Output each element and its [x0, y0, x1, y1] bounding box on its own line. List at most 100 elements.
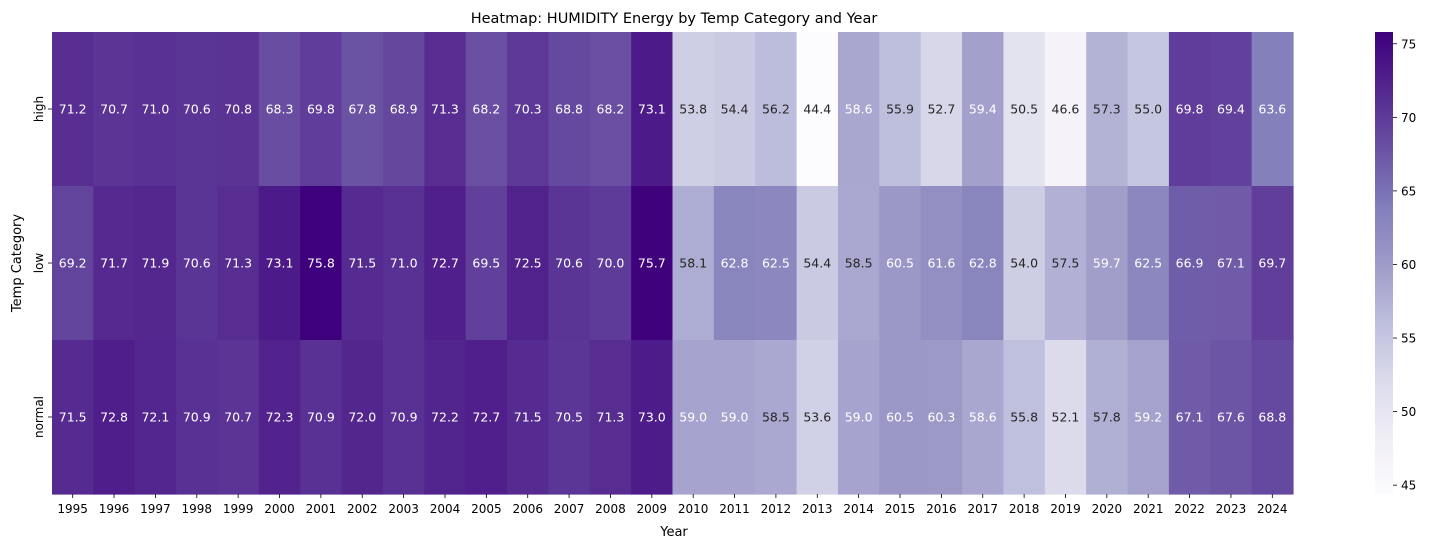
- x-tick-label: 2007: [554, 502, 585, 516]
- cell-value-label: 72.7: [472, 410, 500, 425]
- cell-value-label: 71.3: [597, 410, 625, 425]
- heatmap-cell-high-1997: [134, 32, 177, 187]
- cell-value-label: 71.3: [224, 256, 252, 271]
- heatmap-cell-high-2020: [1086, 32, 1129, 187]
- cell-value-label: 57.5: [1052, 256, 1080, 271]
- x-axis-label: Year: [659, 525, 688, 540]
- heatmap-cell-low-2006: [507, 186, 549, 341]
- cell-value-label: 58.6: [969, 410, 997, 425]
- cell-value-label: 70.5: [555, 410, 583, 425]
- cell-value-label: 53.6: [803, 410, 831, 425]
- heatmap-cell-high-1998: [176, 32, 219, 187]
- colorbar-tick-label: 50: [1401, 405, 1416, 419]
- cell-value-label: 71.0: [390, 256, 418, 271]
- cell-value-label: 73.1: [266, 256, 294, 271]
- cell-value-label: 58.5: [762, 410, 790, 425]
- cell-value-label: 66.9: [1176, 256, 1204, 271]
- cell-value-label: 67.6: [1217, 410, 1245, 425]
- heatmap-cell-normal-2022: [1168, 340, 1211, 495]
- cell-value-label: 59.0: [679, 410, 707, 425]
- heatmap-cell-normal-2011: [713, 340, 756, 495]
- colorbar-tick-label: 45: [1401, 479, 1416, 493]
- cell-value-label: 67.1: [1176, 410, 1204, 425]
- heatmap-cell-high-2012: [755, 32, 798, 187]
- colorbar-tick-label: 55: [1401, 332, 1416, 346]
- heatmap-cell-normal-2002: [341, 340, 384, 495]
- cell-value-label: 70.0: [597, 256, 625, 271]
- cell-value-label: 60.5: [886, 410, 914, 425]
- x-tick-label: 2024: [1257, 502, 1288, 516]
- heatmap-cell-high-1995: [52, 32, 94, 187]
- cell-value-label: 73.0: [638, 410, 666, 425]
- x-tick-label: 2006: [512, 502, 543, 516]
- heatmap-cell-high-2002: [341, 32, 384, 187]
- heatmap-cell-low-2022: [1168, 186, 1211, 341]
- heatmap-cell-low-2011: [713, 186, 756, 341]
- cell-value-label: 69.8: [307, 102, 335, 117]
- x-tick-label: 2009: [637, 502, 668, 516]
- cell-value-label: 63.6: [1258, 102, 1286, 117]
- cell-value-label: 59.0: [721, 410, 749, 425]
- heatmap-cell-normal-2017: [962, 340, 1005, 495]
- cell-value-label: 61.6: [927, 256, 955, 271]
- x-tick-label: 2016: [926, 502, 957, 516]
- heatmap-cell-high-1999: [217, 32, 260, 187]
- heatmap-cell-low-2021: [1127, 186, 1170, 341]
- cell-value-label: 70.9: [307, 410, 335, 425]
- heatmap-cell-normal-2024: [1251, 340, 1294, 495]
- heatmap-cell-low-2023: [1210, 186, 1253, 341]
- x-tick-label: 2011: [719, 502, 750, 516]
- x-tick-label: 2005: [471, 502, 502, 516]
- x-tick-label: 2008: [595, 502, 626, 516]
- heatmap-cell-low-1998: [176, 186, 219, 341]
- cell-value-label: 62.5: [1134, 256, 1162, 271]
- heatmap-cell-normal-1999: [217, 340, 260, 495]
- cell-value-label: 68.8: [555, 102, 583, 117]
- heatmap-cell-normal-2010: [672, 340, 715, 495]
- heatmap-cell-normal-2006: [507, 340, 549, 495]
- heatmap-cell-low-1996: [93, 186, 136, 341]
- heatmap-cell-normal-2009: [631, 340, 674, 495]
- x-tick-label: 1999: [223, 502, 254, 516]
- cell-value-label: 70.3: [514, 102, 542, 117]
- cell-value-label: 73.1: [638, 102, 666, 117]
- cell-value-label: 72.2: [431, 410, 459, 425]
- cell-value-label: 70.9: [390, 410, 418, 425]
- cell-value-label: 54.4: [721, 102, 749, 117]
- x-tick-label: 2000: [264, 502, 295, 516]
- heatmap-cell-normal-2005: [465, 340, 508, 495]
- heatmap-cell-low-2009: [631, 186, 674, 341]
- cell-value-label: 72.7: [431, 256, 459, 271]
- heatmap-cell-normal-2015: [879, 340, 922, 495]
- cell-value-label: 72.8: [100, 410, 128, 425]
- heatmap-cell-low-2016: [920, 186, 963, 341]
- heatmap-cell-low-1995: [52, 186, 94, 341]
- heatmap-cell-normal-2018: [1003, 340, 1046, 495]
- cell-value-label: 70.6: [183, 102, 211, 117]
- heatmap-cell-high-2003: [382, 32, 425, 187]
- x-axis: 1995 1996 1997 1998 1999 2000 2001 2002 2003 2004…: [57, 494, 1288, 516]
- cell-value-label: 60.5: [886, 256, 914, 271]
- x-tick-label: 2022: [1174, 502, 1205, 516]
- cell-value-label: 54.4: [803, 256, 831, 271]
- heatmap-cell-low-2020: [1086, 186, 1129, 341]
- heatmap-cell-high-2009: [631, 32, 674, 187]
- cell-value-label: 69.2: [59, 256, 87, 271]
- cell-value-label: 75.7: [638, 256, 666, 271]
- x-tick-label: 1996: [99, 502, 130, 516]
- cell-value-label: 67.8: [348, 102, 376, 117]
- heatmap-cell-low-2015: [879, 186, 922, 341]
- cell-value-label: 70.9: [183, 410, 211, 425]
- cell-value-label: 52.1: [1052, 410, 1080, 425]
- heatmap-cell-high-2001: [300, 32, 343, 187]
- heatmap-cell-normal-2008: [589, 340, 632, 495]
- heatmap-cell-high-2023: [1210, 32, 1253, 187]
- heatmap-cell-high-2010: [672, 32, 715, 187]
- y-axis-label: Temp Category: [10, 214, 25, 313]
- cell-value-label: 72.1: [141, 410, 169, 425]
- cell-value-label: 56.2: [762, 102, 790, 117]
- cell-value-label: 67.1: [1217, 256, 1245, 271]
- heatmap-cell-low-1997: [134, 186, 177, 341]
- heatmap-cell-normal-2007: [548, 340, 591, 495]
